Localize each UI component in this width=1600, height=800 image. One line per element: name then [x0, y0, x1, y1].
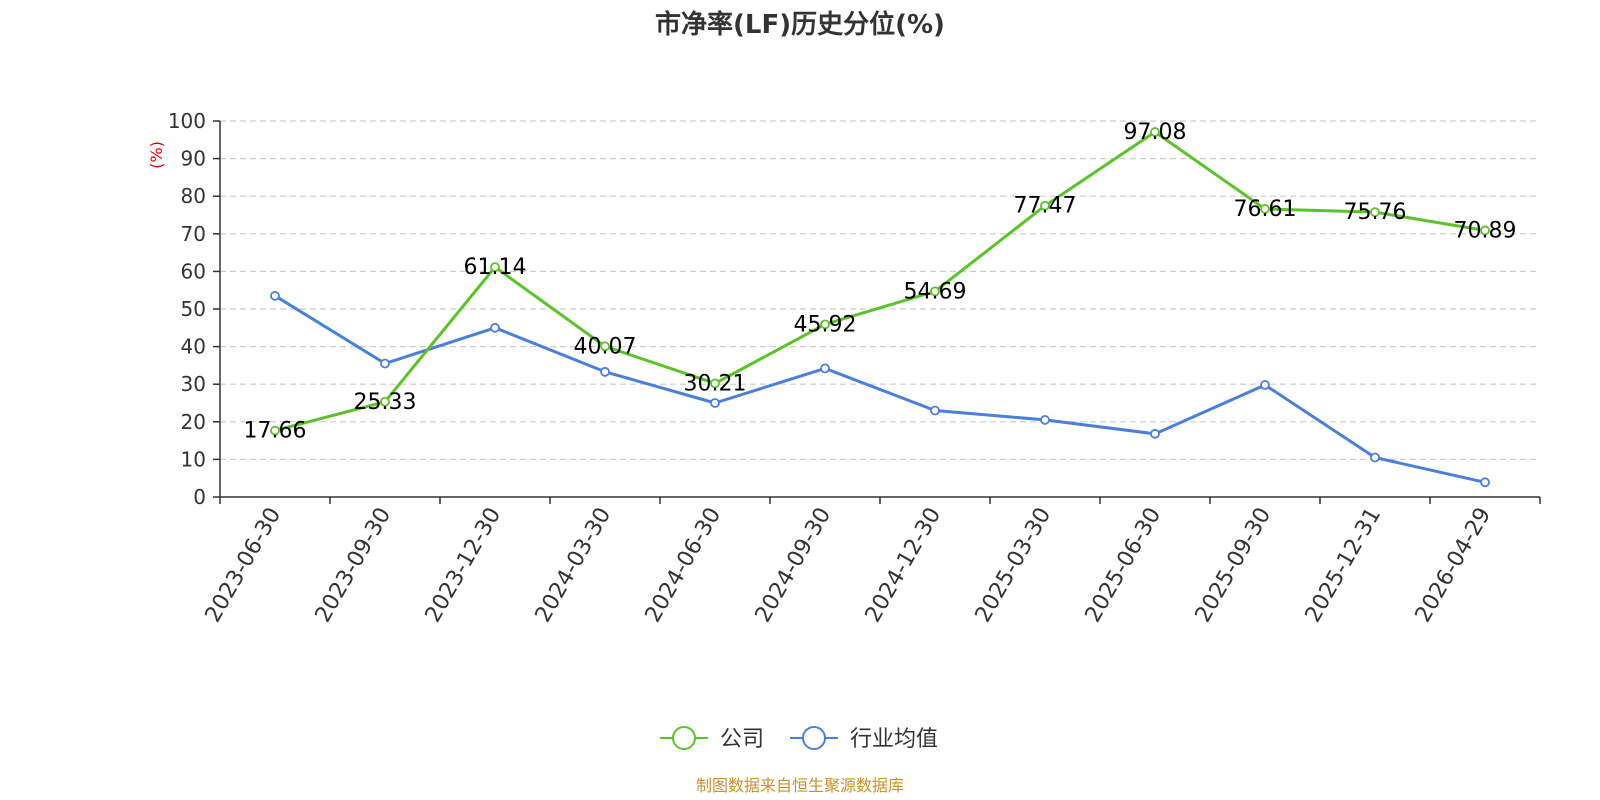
data-point[interactable] — [710, 378, 720, 389]
x-tick-label: 2023-09-30 — [311, 504, 397, 627]
x-tick-label: 2025-12-31 — [1301, 504, 1387, 627]
x-tick-label: 2025-03-30 — [971, 504, 1057, 627]
y-tick-label: 90 — [181, 147, 206, 171]
grid-lines — [220, 120, 1540, 460]
x-tick-label: 2026-04-29 — [1411, 504, 1497, 627]
x-axis-ticks: 2023-06-30 2023-09-30 2023-12-30 2024-03-30… — [201, 497, 1541, 627]
legend-label: 行业均值 — [850, 727, 938, 752]
data-point[interactable] — [270, 425, 280, 436]
legend-marker — [802, 726, 826, 750]
data-point[interactable] — [600, 341, 610, 352]
data-point[interactable] — [930, 286, 940, 297]
data-point[interactable] — [1040, 200, 1050, 211]
data-point[interactable] — [1370, 452, 1380, 463]
data-label: 17.66 — [244, 419, 307, 444]
legend-label: 公司 — [720, 727, 764, 752]
y-tick-label: 20 — [181, 410, 206, 434]
data-point[interactable] — [1480, 477, 1490, 488]
x-tick-label: 2024-03-30 — [531, 504, 617, 627]
y-tick-label: 30 — [181, 372, 206, 396]
data-point[interactable] — [490, 322, 500, 333]
x-tick-label: 2024-06-30 — [641, 504, 727, 627]
x-tick-label: 2025-06-30 — [1081, 504, 1167, 627]
data-label: 45.92 — [794, 312, 857, 337]
x-tick-label: 2024-12-30 — [861, 504, 947, 627]
data-point[interactable] — [1150, 127, 1160, 137]
x-tick-label: 2024-09-30 — [751, 504, 837, 627]
series-1 — [270, 290, 1490, 488]
y-tick-label: 10 — [181, 447, 206, 471]
data-label: 61.14 — [464, 255, 527, 280]
y-tick-label: 100 — [168, 109, 206, 133]
legend-marker — [672, 726, 696, 750]
data-label: 40.07 — [574, 334, 637, 359]
data-point[interactable] — [380, 358, 390, 369]
y-axis-ticks: 0 10 20 30 40 50 60 70 80 90 100 — [168, 109, 220, 509]
data-label: 77.47 — [1014, 194, 1077, 219]
data-point[interactable] — [1260, 380, 1270, 390]
data-point[interactable] — [1150, 428, 1160, 439]
series-line — [274, 130, 1486, 433]
data-point[interactable] — [820, 363, 830, 374]
data-point[interactable] — [1260, 204, 1270, 214]
y-tick-label: 50 — [181, 297, 206, 321]
data-label: 97.08 — [1124, 120, 1187, 145]
data-point[interactable] — [1480, 225, 1490, 236]
x-tick-label: 2023-06-30 — [201, 504, 287, 627]
data-label: 70.89 — [1454, 218, 1517, 243]
legend-item-0[interactable]: 公司 — [660, 726, 764, 752]
data-point[interactable] — [380, 396, 390, 407]
series-line — [274, 294, 1486, 484]
y-tick-label: 70 — [181, 222, 206, 246]
chart-title: 市净率(LF)历史分位(%) — [655, 9, 945, 40]
data-point[interactable] — [820, 319, 830, 330]
y-tick-label: 80 — [181, 184, 206, 208]
legend-item-1[interactable]: 行业均值 — [790, 726, 938, 752]
data-point[interactable] — [1370, 207, 1380, 218]
y-tick-label: 40 — [181, 335, 206, 359]
series-group: 17.66 25.33 61.14 40.07 30.21 45.92 54.69 77.47… — [244, 120, 1517, 488]
data-point[interactable] — [930, 405, 940, 416]
data-point[interactable] — [710, 398, 720, 408]
data-label: 25.33 — [354, 390, 417, 415]
data-label: 75.76 — [1344, 200, 1407, 225]
source-note: 制图数据来自恒生聚源数据库 — [696, 776, 904, 795]
x-tick-label: 2023-12-30 — [421, 504, 507, 627]
x-tick-label: 2025-09-30 — [1191, 504, 1277, 627]
data-point[interactable] — [1040, 415, 1050, 425]
data-point[interactable] — [600, 366, 610, 377]
series-0: 17.66 25.33 61.14 40.07 30.21 45.92 54.69 77.47… — [244, 120, 1517, 444]
data-label: 76.61 — [1234, 197, 1297, 222]
y-tick-label: 0 — [193, 485, 206, 509]
data-point[interactable] — [270, 290, 280, 301]
data-point[interactable] — [490, 262, 500, 273]
y-axis-label: (%) — [147, 141, 166, 169]
y-tick-label: 60 — [181, 259, 206, 283]
legend: 公司 行业均值 — [660, 726, 938, 752]
data-label: 30.21 — [684, 371, 747, 396]
data-label: 54.69 — [904, 279, 967, 304]
